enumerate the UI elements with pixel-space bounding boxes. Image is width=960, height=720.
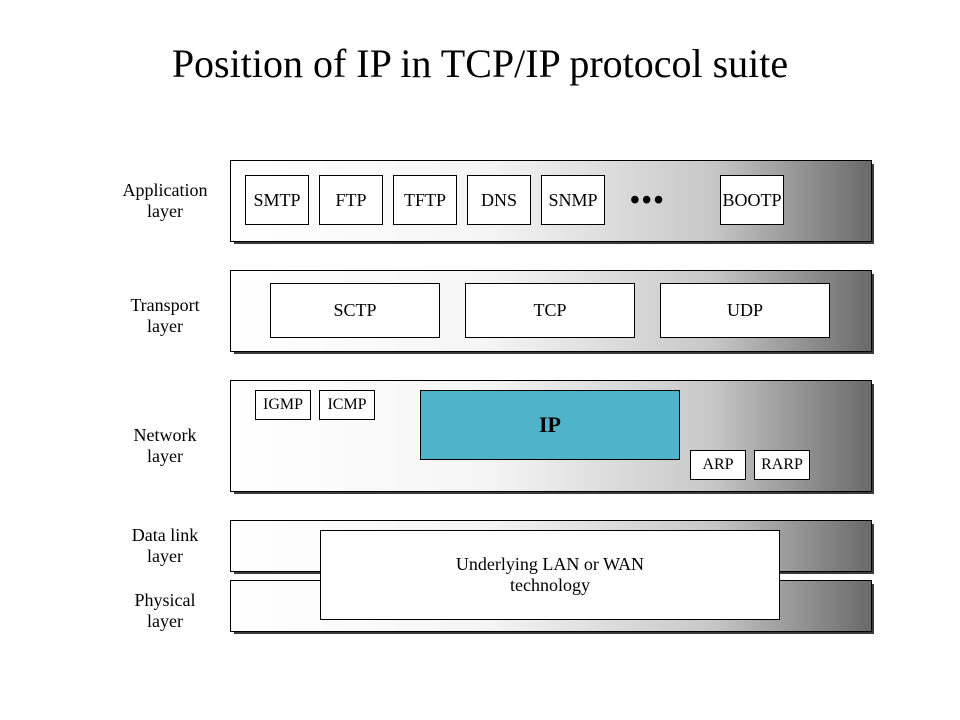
proto-sctp: SCTP (270, 283, 440, 338)
label-transport-layer: Transportlayer (110, 295, 220, 337)
proto-dns: DNS (467, 175, 531, 225)
proto-udp: UDP (660, 283, 830, 338)
proto-snmp: SNMP (541, 175, 605, 225)
proto-arp: ARP (690, 450, 746, 480)
proto-tcp: TCP (465, 283, 635, 338)
proto-icmp: ICMP (319, 390, 375, 420)
label-network-layer: Networklayer (110, 425, 220, 467)
label-application-layer: Applicationlayer (110, 180, 220, 222)
proto-ftp: FTP (319, 175, 383, 225)
underlying-line-1: Underlying LAN or WAN (456, 554, 644, 575)
underlying-line-2: technology (510, 575, 590, 596)
ellipsis-icon: ••• (630, 185, 665, 217)
label-physical-layer: Physicallayer (110, 590, 220, 632)
diagram-title: Position of IP in TCP/IP protocol suite (0, 40, 960, 87)
underlying-tech-box: Underlying LAN or WAN technology (320, 530, 780, 620)
proto-smtp: SMTP (245, 175, 309, 225)
proto-rarp: RARP (754, 450, 810, 480)
proto-tftp: TFTP (393, 175, 457, 225)
proto-ip: IP (420, 390, 680, 460)
proto-bootp: BOOTP (720, 175, 784, 225)
proto-igmp: IGMP (255, 390, 311, 420)
label-datalink-layer: Data linklayer (110, 525, 220, 567)
